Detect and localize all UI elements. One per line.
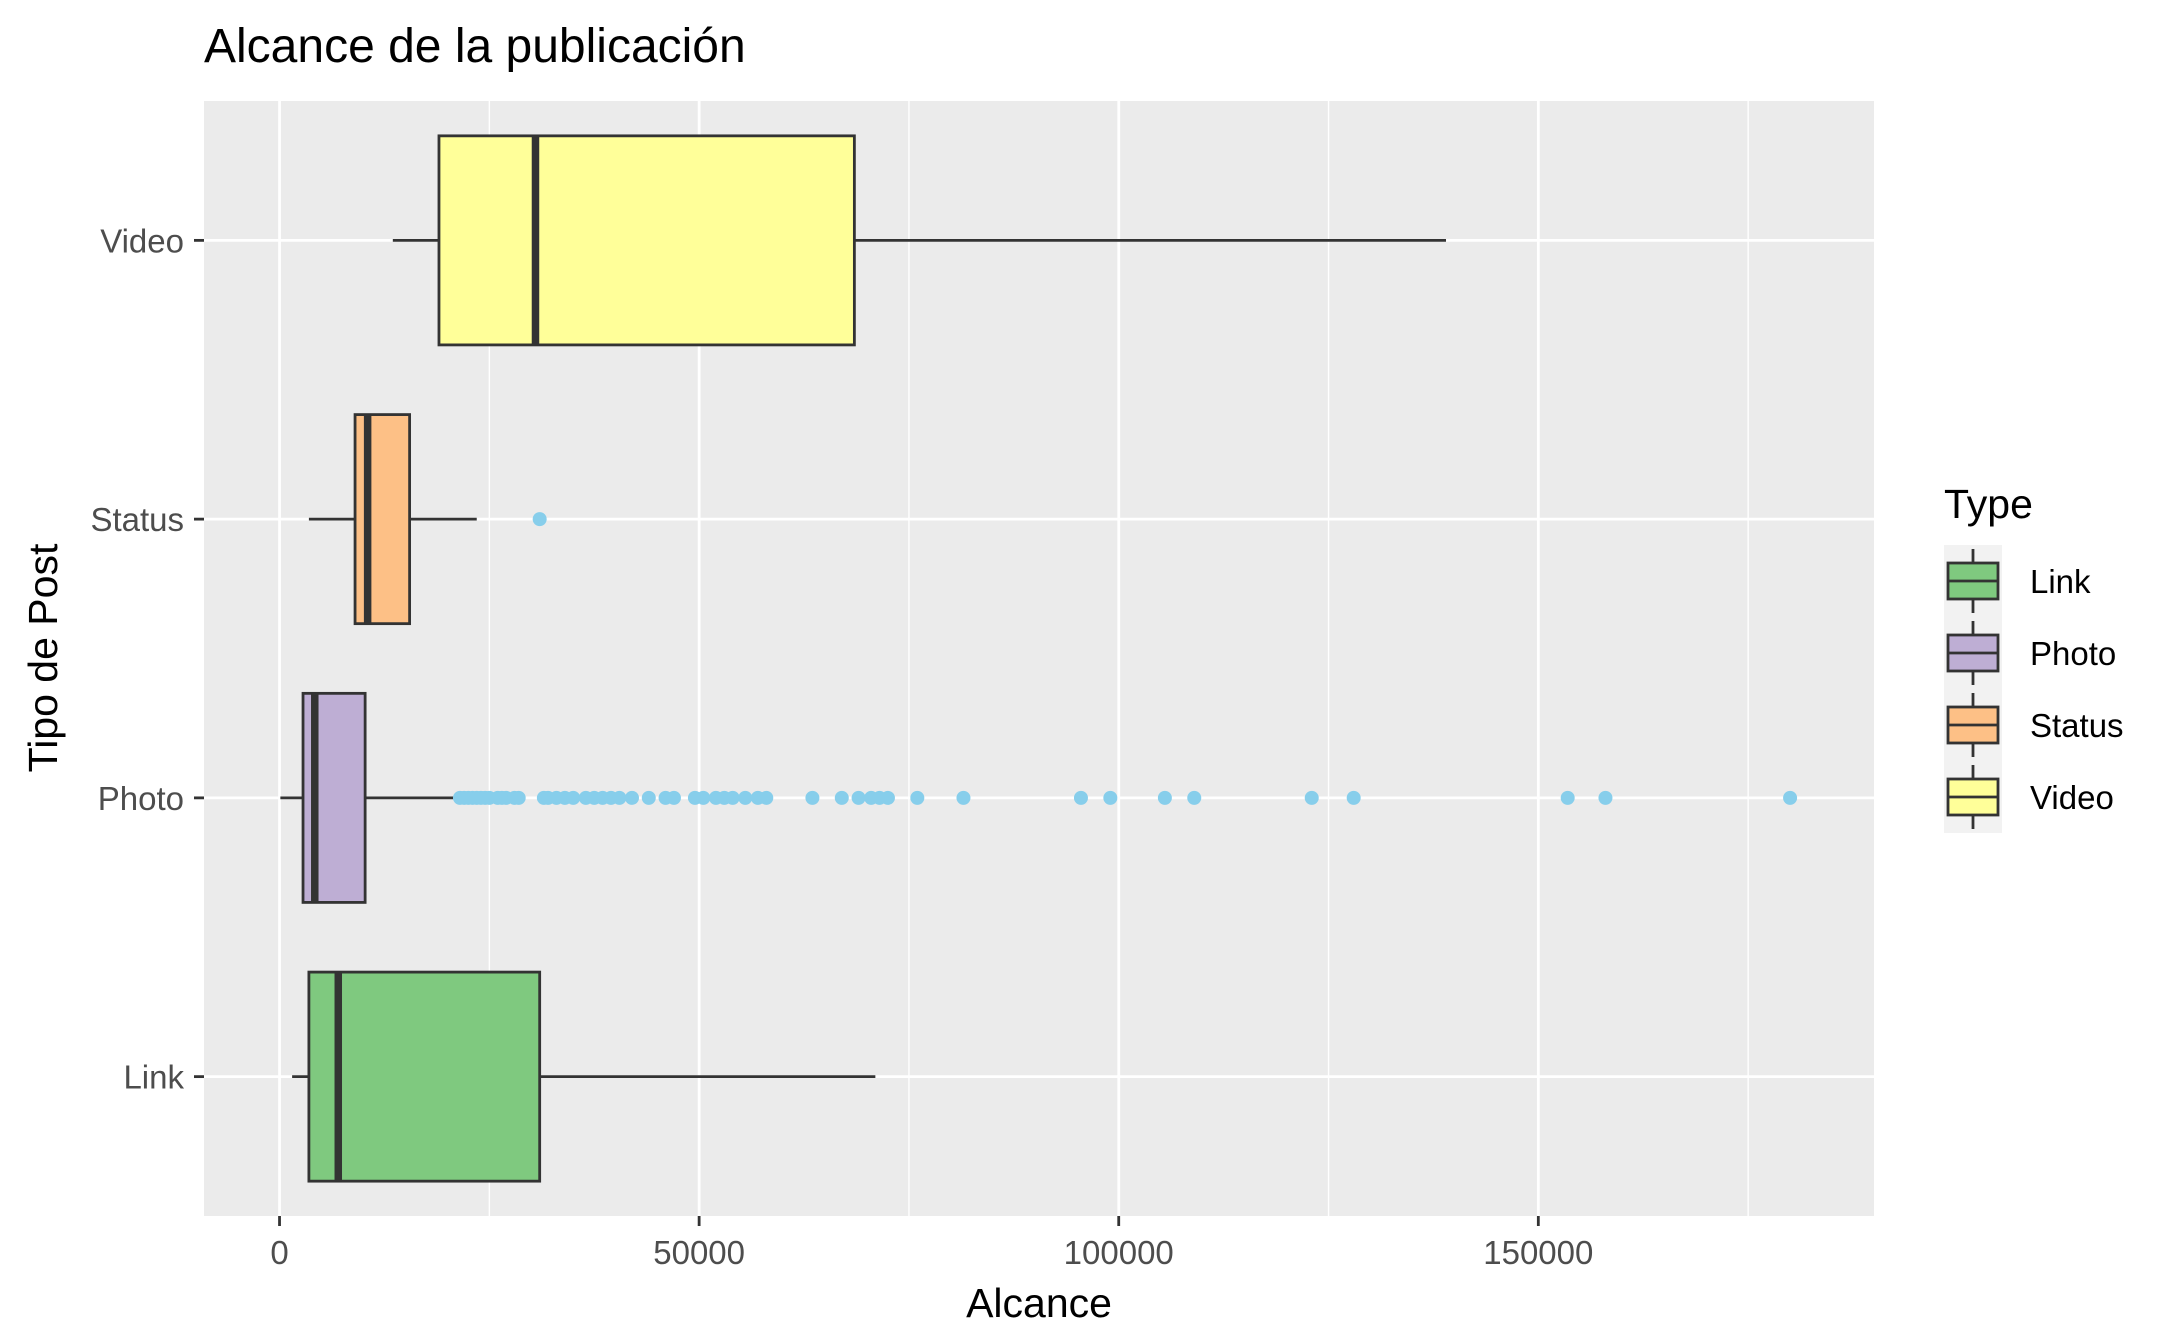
box-status [308,413,477,626]
x-axis-title: Alcance [966,1280,1112,1326]
legend-item-status: Status [1946,693,2124,757]
outlier-point [1783,790,1798,805]
outlier-point [956,790,971,805]
legend-item-link: Link [1946,549,2091,613]
legend: Type Link Photo Status Video [1944,481,2124,833]
x-tick-label: 50000 [653,1234,745,1271]
y-tick-label: Video [100,222,184,259]
legend-item-video: Video [1946,765,2114,829]
legend-label: Photo [2030,635,2116,672]
outlier-point [1560,790,1575,805]
outlier-point [834,790,849,805]
legend-label: Video [2030,779,2114,816]
outlier-point [532,512,547,527]
box-photo [280,691,460,904]
chart-title: Alcance de la publicación [204,20,746,73]
box-iqr [437,134,856,347]
x-axis: 0 50000 100000 150000 [270,1216,1593,1271]
x-tick-label: 100000 [1064,1234,1174,1271]
y-axis-title: Tipo de Post [20,543,66,772]
outlier-point [851,790,866,805]
x-tick-label: 150000 [1483,1234,1593,1271]
y-tick-label: Status [90,501,184,538]
outlier-point [1073,790,1088,805]
outlier-point [696,790,711,805]
x-tick-label: 0 [270,1234,288,1271]
y-axis: Link Photo Status Video [90,222,204,1096]
outlier-point [805,790,820,805]
outlier-layer [452,512,1798,805]
outlier-point [666,790,681,805]
legend-item-photo: Photo [1946,621,2116,685]
outlier-point [1103,790,1118,805]
outlier-point [880,790,895,805]
outlier-point [641,790,656,805]
outlier-point [1187,790,1202,805]
box-layer [280,134,1447,1183]
box-link [292,970,876,1183]
outlier-point [1598,790,1613,805]
outlier-point [1346,790,1361,805]
outlier-point [624,790,639,805]
outlier-point [1157,790,1172,805]
outlier-point [738,790,753,805]
legend-title: Type [1944,481,2033,527]
y-tick-label: Photo [98,780,184,817]
legend-label: Status [2030,707,2124,744]
outlier-point [511,790,526,805]
box-iqr [307,970,542,1183]
outlier-point [725,790,740,805]
outlier-point [1304,790,1319,805]
outlier-point [566,790,581,805]
outlier-point [612,790,627,805]
box-iqr [353,413,412,626]
outlier-point [759,790,774,805]
box-video [392,134,1447,347]
y-tick-label: Link [123,1059,184,1096]
outlier-point [910,790,925,805]
legend-label: Link [2030,563,2091,600]
